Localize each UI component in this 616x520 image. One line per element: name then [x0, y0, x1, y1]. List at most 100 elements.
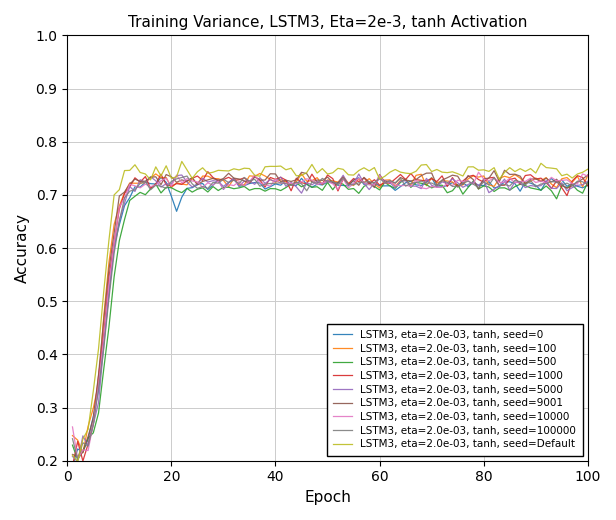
LSTM3, eta=2.0e-03, tanh, seed=100000 [74, 456, 81, 462]
LSTM3, eta=2.0e-03, tanh, seed=1000 [204, 168, 211, 175]
LSTM3, eta=2.0e-03, tanh, seed=500 [553, 196, 561, 202]
LSTM3, eta=2.0e-03, tanh, seed=0 [193, 181, 201, 188]
LSTM3, eta=2.0e-03, tanh, seed=10000 [475, 169, 482, 175]
LSTM3, eta=2.0e-03, tanh, seed=Default [74, 459, 81, 465]
LSTM3, eta=2.0e-03, tanh, seed=Default [199, 165, 206, 171]
LSTM3, eta=2.0e-03, tanh, seed=9001 [69, 451, 76, 458]
LSTM3, eta=2.0e-03, tanh, seed=100000 [584, 181, 591, 188]
LSTM3, eta=2.0e-03, tanh, seed=5000 [386, 179, 394, 186]
Line: LSTM3, eta=2.0e-03, tanh, seed=1000: LSTM3, eta=2.0e-03, tanh, seed=1000 [73, 172, 588, 466]
Line: LSTM3, eta=2.0e-03, tanh, seed=10000: LSTM3, eta=2.0e-03, tanh, seed=10000 [73, 172, 588, 459]
LSTM3, eta=2.0e-03, tanh, seed=1000 [381, 179, 389, 186]
LSTM3, eta=2.0e-03, tanh, seed=Default [386, 169, 394, 175]
LSTM3, eta=2.0e-03, tanh, seed=10000 [584, 173, 591, 179]
LSTM3, eta=2.0e-03, tanh, seed=500 [193, 186, 201, 192]
Line: LSTM3, eta=2.0e-03, tanh, seed=5000: LSTM3, eta=2.0e-03, tanh, seed=5000 [73, 174, 588, 462]
LSTM3, eta=2.0e-03, tanh, seed=Default [584, 166, 591, 172]
Line: LSTM3, eta=2.0e-03, tanh, seed=0: LSTM3, eta=2.0e-03, tanh, seed=0 [73, 177, 588, 466]
Line: LSTM3, eta=2.0e-03, tanh, seed=Default: LSTM3, eta=2.0e-03, tanh, seed=Default [73, 161, 588, 462]
Line: LSTM3, eta=2.0e-03, tanh, seed=100000: LSTM3, eta=2.0e-03, tanh, seed=100000 [73, 176, 588, 459]
LSTM3, eta=2.0e-03, tanh, seed=500 [173, 187, 180, 193]
Line: LSTM3, eta=2.0e-03, tanh, seed=500: LSTM3, eta=2.0e-03, tanh, seed=500 [73, 179, 588, 460]
LSTM3, eta=2.0e-03, tanh, seed=500 [381, 179, 389, 186]
LSTM3, eta=2.0e-03, tanh, seed=0 [69, 463, 76, 469]
LSTM3, eta=2.0e-03, tanh, seed=500 [339, 181, 347, 187]
LSTM3, eta=2.0e-03, tanh, seed=100000 [184, 173, 191, 179]
LSTM3, eta=2.0e-03, tanh, seed=10000 [173, 172, 180, 178]
LSTM3, eta=2.0e-03, tanh, seed=0 [584, 182, 591, 188]
LSTM3, eta=2.0e-03, tanh, seed=1000 [584, 183, 591, 189]
Line: LSTM3, eta=2.0e-03, tanh, seed=100: LSTM3, eta=2.0e-03, tanh, seed=100 [73, 174, 588, 453]
LSTM3, eta=2.0e-03, tanh, seed=1000 [69, 463, 76, 469]
LSTM3, eta=2.0e-03, tanh, seed=10000 [69, 424, 76, 430]
LSTM3, eta=2.0e-03, tanh, seed=0 [563, 183, 570, 189]
LSTM3, eta=2.0e-03, tanh, seed=1000 [339, 176, 347, 182]
LSTM3, eta=2.0e-03, tanh, seed=100 [569, 179, 576, 186]
LSTM3, eta=2.0e-03, tanh, seed=5000 [553, 186, 561, 192]
Title: Training Variance, LSTM3, Eta=2e-3, tanh Activation: Training Variance, LSTM3, Eta=2e-3, tanh… [128, 15, 527, 30]
LSTM3, eta=2.0e-03, tanh, seed=0 [548, 176, 555, 182]
LSTM3, eta=2.0e-03, tanh, seed=500 [569, 181, 576, 188]
LSTM3, eta=2.0e-03, tanh, seed=1000 [548, 185, 555, 191]
LSTM3, eta=2.0e-03, tanh, seed=1000 [168, 183, 175, 189]
LSTM3, eta=2.0e-03, tanh, seed=5000 [69, 453, 76, 460]
LSTM3, eta=2.0e-03, tanh, seed=100000 [69, 436, 76, 442]
LSTM3, eta=2.0e-03, tanh, seed=100 [69, 433, 76, 439]
LSTM3, eta=2.0e-03, tanh, seed=9001 [173, 179, 180, 186]
LSTM3, eta=2.0e-03, tanh, seed=100 [584, 172, 591, 178]
LSTM3, eta=2.0e-03, tanh, seed=100000 [173, 176, 180, 182]
LSTM3, eta=2.0e-03, tanh, seed=0 [339, 183, 347, 189]
LSTM3, eta=2.0e-03, tanh, seed=10000 [381, 180, 389, 187]
LSTM3, eta=2.0e-03, tanh, seed=10000 [553, 178, 561, 184]
LSTM3, eta=2.0e-03, tanh, seed=100000 [199, 184, 206, 190]
LSTM3, eta=2.0e-03, tanh, seed=Default [569, 175, 576, 181]
LSTM3, eta=2.0e-03, tanh, seed=100 [553, 185, 561, 191]
LSTM3, eta=2.0e-03, tanh, seed=Default [345, 172, 352, 178]
X-axis label: Epoch: Epoch [304, 490, 351, 505]
LSTM3, eta=2.0e-03, tanh, seed=500 [69, 442, 76, 448]
LSTM3, eta=2.0e-03, tanh, seed=9001 [584, 172, 591, 178]
LSTM3, eta=2.0e-03, tanh, seed=5000 [193, 180, 201, 187]
LSTM3, eta=2.0e-03, tanh, seed=5000 [569, 185, 576, 191]
LSTM3, eta=2.0e-03, tanh, seed=Default [173, 174, 180, 180]
LSTM3, eta=2.0e-03, tanh, seed=100000 [569, 183, 576, 189]
LSTM3, eta=2.0e-03, tanh, seed=Default [178, 158, 185, 164]
LSTM3, eta=2.0e-03, tanh, seed=100 [79, 450, 87, 456]
LSTM3, eta=2.0e-03, tanh, seed=9001 [381, 179, 389, 185]
LSTM3, eta=2.0e-03, tanh, seed=9001 [569, 183, 576, 189]
LSTM3, eta=2.0e-03, tanh, seed=9001 [553, 176, 561, 183]
LSTM3, eta=2.0e-03, tanh, seed=100 [386, 177, 394, 183]
LSTM3, eta=2.0e-03, tanh, seed=500 [584, 179, 591, 185]
LSTM3, eta=2.0e-03, tanh, seed=1000 [563, 192, 570, 199]
LSTM3, eta=2.0e-03, tanh, seed=5000 [584, 178, 591, 184]
LSTM3, eta=2.0e-03, tanh, seed=1000 [188, 175, 196, 181]
LSTM3, eta=2.0e-03, tanh, seed=100 [193, 181, 201, 187]
Y-axis label: Accuracy: Accuracy [15, 213, 30, 283]
Line: LSTM3, eta=2.0e-03, tanh, seed=9001: LSTM3, eta=2.0e-03, tanh, seed=9001 [73, 170, 588, 456]
LSTM3, eta=2.0e-03, tanh, seed=500 [74, 457, 81, 463]
LSTM3, eta=2.0e-03, tanh, seed=100000 [553, 179, 561, 185]
LSTM3, eta=2.0e-03, tanh, seed=9001 [193, 181, 201, 188]
LSTM3, eta=2.0e-03, tanh, seed=100000 [386, 178, 394, 184]
LSTM3, eta=2.0e-03, tanh, seed=100 [345, 180, 352, 186]
LSTM3, eta=2.0e-03, tanh, seed=100000 [345, 181, 352, 188]
LSTM3, eta=2.0e-03, tanh, seed=5000 [339, 172, 347, 178]
LSTM3, eta=2.0e-03, tanh, seed=5000 [74, 459, 81, 465]
LSTM3, eta=2.0e-03, tanh, seed=9001 [339, 174, 347, 180]
LSTM3, eta=2.0e-03, tanh, seed=10000 [74, 456, 81, 462]
Legend: LSTM3, eta=2.0e-03, tanh, seed=0, LSTM3, eta=2.0e-03, tanh, seed=100, LSTM3, eta: LSTM3, eta=2.0e-03, tanh, seed=0, LSTM3,… [327, 324, 583, 456]
LSTM3, eta=2.0e-03, tanh, seed=Default [69, 452, 76, 458]
LSTM3, eta=2.0e-03, tanh, seed=0 [381, 183, 389, 189]
LSTM3, eta=2.0e-03, tanh, seed=100 [173, 179, 180, 186]
LSTM3, eta=2.0e-03, tanh, seed=100 [256, 171, 264, 177]
LSTM3, eta=2.0e-03, tanh, seed=0 [157, 174, 164, 180]
LSTM3, eta=2.0e-03, tanh, seed=5000 [355, 171, 362, 177]
LSTM3, eta=2.0e-03, tanh, seed=10000 [193, 179, 201, 185]
LSTM3, eta=2.0e-03, tanh, seed=500 [402, 176, 409, 183]
LSTM3, eta=2.0e-03, tanh, seed=10000 [569, 180, 576, 187]
LSTM3, eta=2.0e-03, tanh, seed=9001 [74, 453, 81, 459]
LSTM3, eta=2.0e-03, tanh, seed=10000 [339, 175, 347, 181]
LSTM3, eta=2.0e-03, tanh, seed=Default [553, 166, 561, 172]
LSTM3, eta=2.0e-03, tanh, seed=5000 [173, 173, 180, 179]
LSTM3, eta=2.0e-03, tanh, seed=9001 [501, 167, 508, 173]
